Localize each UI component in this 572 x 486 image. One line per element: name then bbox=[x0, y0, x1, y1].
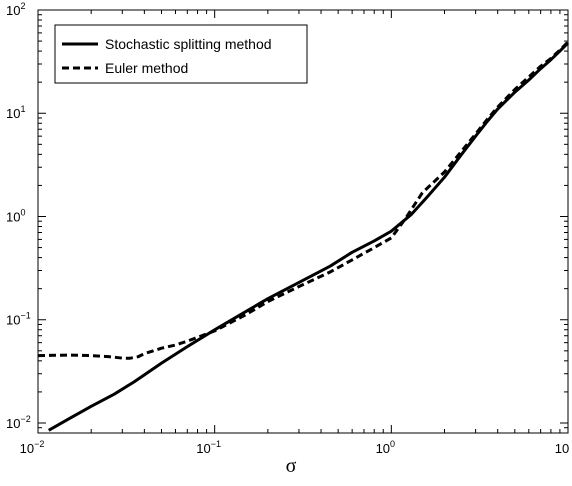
y-tick-label: 100 bbox=[6, 207, 25, 224]
x-tick-label: 100 bbox=[376, 439, 395, 456]
plot-area: 10−2 10−1 100 10 10−2 10−1 100 101 102 bbox=[6, 1, 569, 456]
ticks: 10−2 10−1 100 10 10−2 10−1 100 101 102 bbox=[6, 1, 569, 456]
x-axis-label: σ bbox=[286, 455, 297, 477]
y-tick-label: 102 bbox=[6, 1, 25, 18]
legend-label-euler: Euler method bbox=[105, 60, 188, 76]
y-tick-label: 10−1 bbox=[6, 311, 31, 328]
legend: Stochastic splitting method Euler method bbox=[54, 24, 308, 84]
y-tick-label: 10−2 bbox=[6, 414, 31, 431]
y-tick-label: 101 bbox=[6, 104, 25, 121]
legend-box bbox=[54, 24, 308, 84]
legend-label-stochastic: Stochastic splitting method bbox=[105, 36, 272, 52]
series-line-euler bbox=[37, 40, 570, 360]
series-line-stochastic-splitting bbox=[47, 41, 570, 432]
x-tick-label: 10−2 bbox=[20, 439, 45, 456]
x-tick-label: 10−1 bbox=[196, 439, 221, 456]
x-tick-label: 10 bbox=[555, 441, 569, 456]
series-lines bbox=[37, 40, 570, 432]
